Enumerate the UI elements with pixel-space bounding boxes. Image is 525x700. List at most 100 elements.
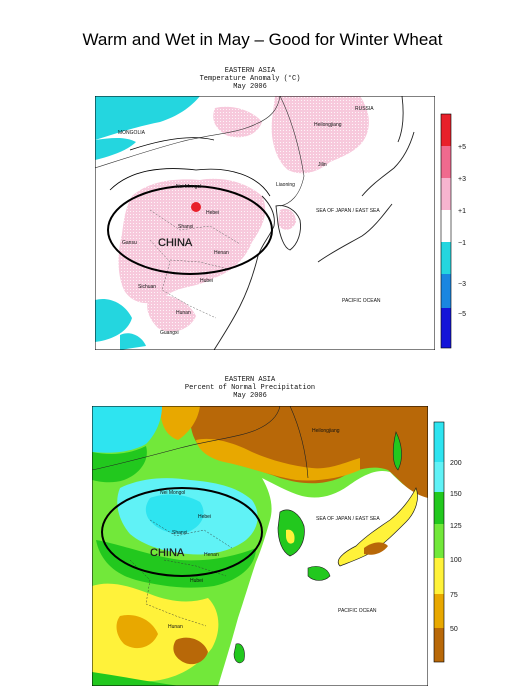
label-nei-mongol: Nei Mongol: [176, 184, 201, 190]
label-hubei-precip: Hubei: [190, 578, 203, 584]
legend-tick-200: 200: [450, 460, 462, 467]
legend-swatch-neutral: [441, 210, 451, 242]
label-pacific-ocean: PACIFIC OCEAN: [342, 298, 381, 304]
label-china-precip: CHINA: [150, 547, 185, 559]
wet-central-china: [117, 478, 258, 555]
legend-swatch-100-125: [434, 524, 444, 558]
temperature-map-header: EASTERN ASIA Temperature Anomaly (°C) Ma…: [120, 67, 380, 91]
label-hunan-precip: Hunan: [168, 624, 183, 630]
precipitation-map-header: EASTERN ASIA Percent of Normal Precipita…: [120, 376, 380, 400]
label-liaoning: Liaoning: [276, 182, 295, 188]
warm-anomaly-northeast: [271, 96, 369, 174]
hot-spot: [191, 202, 201, 212]
cold-anomaly-west: [95, 138, 136, 160]
dry-north: [189, 406, 428, 500]
label-hebei-precip: Hebei: [198, 514, 211, 520]
label-hebei: Hebei: [206, 210, 219, 216]
legend-swatch-gt200: [434, 422, 444, 462]
legend-tick-plus5: +5: [458, 144, 466, 151]
legend-swatch-50-75: [434, 594, 444, 628]
russia-border: [279, 96, 305, 207]
label-guangxi: Guangxi: [160, 330, 179, 336]
label-pacific-ocean-precip: PACIFIC OCEAN: [338, 608, 377, 614]
legend-swatch-3-5: [441, 146, 451, 178]
korea-land: [277, 509, 305, 557]
anomaly-contour: [109, 168, 271, 197]
warm-anomaly-china: [118, 178, 266, 304]
temperature-map-frame: [95, 96, 435, 350]
label-jilin: Jilin: [318, 162, 327, 168]
precipitation-map-region: EASTERN ASIA: [224, 376, 276, 384]
dry-northwest: [160, 406, 200, 440]
legend-swatch-150-200: [434, 462, 444, 492]
province-borders: [149, 209, 241, 319]
japan-dry-spot: [364, 542, 388, 555]
legend-tick-plus1: +1: [458, 208, 466, 215]
wheat-region-ellipse-precip: [101, 487, 263, 577]
legend-tick-minus3: −3: [458, 281, 466, 288]
ocean: [218, 470, 428, 686]
legend-swatch-75-100: [434, 558, 444, 594]
korea-coastline: [275, 205, 301, 251]
legend-tick-100: 100: [450, 557, 462, 564]
legend-swatch-neg3-5: [441, 274, 451, 308]
label-heilongjiang: Heilongjiang: [314, 122, 342, 128]
legend-tick-minus1: −1: [458, 240, 466, 247]
legend-tick-minus5: −5: [458, 311, 466, 318]
label-sichuan: Sichuan: [138, 284, 156, 290]
china-coastline: [213, 195, 275, 350]
label-gansu: Gansu: [122, 240, 137, 246]
precipitation-map-period: May 2006: [233, 392, 267, 400]
temperature-anomaly-map: [95, 96, 435, 350]
korea-dry: [286, 529, 295, 544]
label-mongolia: MONGOLIA: [118, 130, 146, 136]
label-sea-of-japan-precip: SEA OF JAPAN / EAST SEA: [316, 516, 380, 522]
label-henan-precip: Henan: [204, 552, 219, 558]
warm-anomaly-south: [147, 294, 196, 332]
warm-anomaly-north: [213, 106, 262, 138]
precipitation-legend-frame: [433, 421, 445, 663]
wet-band: [96, 540, 256, 588]
legend-swatch-1-3: [441, 178, 451, 210]
cold-anomaly-south: [120, 333, 146, 350]
precipitation-map: [92, 406, 428, 686]
wet-far-south: [92, 672, 180, 686]
temperature-map-background: [95, 96, 435, 350]
japan-coastline: [317, 131, 415, 263]
japan-kyushu: [307, 566, 331, 581]
label-sea-of-japan: SEA OF JAPAN / EAST SEA: [316, 208, 380, 214]
legend-swatch-gt5: [441, 114, 451, 146]
wheat-region-ellipse: [107, 185, 273, 275]
legend-tick-150: 150: [450, 491, 462, 498]
sakhalin-land: [392, 431, 402, 471]
temperature-legend-frame: [440, 113, 452, 349]
legend-swatch-125-150: [434, 492, 444, 524]
wet-core: [145, 494, 204, 534]
sakhalin-coastline: [397, 96, 404, 143]
cold-anomaly-sw: [95, 298, 132, 342]
label-china: CHINA: [158, 237, 193, 249]
dry-south: [92, 583, 219, 682]
label-hubei: Hubei: [200, 278, 213, 284]
label-shanxi: Shanxi: [178, 224, 193, 230]
wet-west: [92, 446, 147, 483]
label-heilongjiang-precip: Heilongjiang: [312, 428, 340, 434]
japan-honshu: [337, 487, 418, 567]
dry-south-spot: [173, 637, 208, 665]
label-hunan: Hunan: [176, 310, 191, 316]
legend-swatch-lt50: [434, 628, 444, 662]
wet-northwest: [92, 406, 162, 453]
precipitation-map-background: [92, 406, 428, 686]
slide-title: Warm and Wet in May – Good for Winter Wh…: [82, 30, 443, 49]
legend-swatch-neg1-3: [441, 242, 451, 274]
temperature-map-period: May 2006: [233, 83, 267, 91]
taiwan-land: [233, 643, 245, 664]
label-shanxi-precip: Shanxi: [172, 530, 187, 536]
temperature-map-variable: Temperature Anomaly (°C): [199, 75, 301, 83]
legend-tick-75: 75: [450, 592, 458, 599]
temperature-map-region: EASTERN ASIA: [224, 67, 276, 75]
warm-anomaly-korea: [278, 208, 296, 230]
cold-anomaly-nw: [95, 96, 200, 140]
label-russia: RUSSIA: [355, 106, 374, 112]
mongolia-border: [95, 96, 281, 169]
